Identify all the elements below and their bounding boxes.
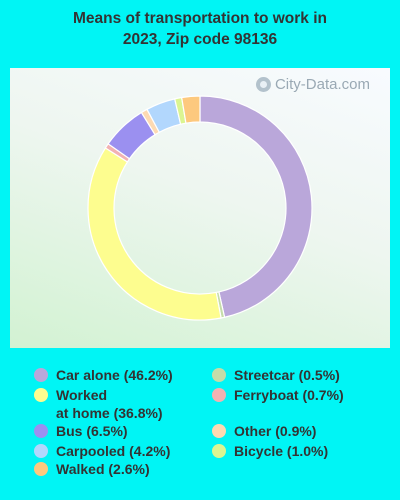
chart-title-line-1: Means of transportation to work in bbox=[72, 10, 328, 27]
slice-car-alone bbox=[199, 95, 313, 318]
legend-swatch bbox=[212, 368, 226, 382]
legend-label: Streetcar (0.5%) bbox=[234, 367, 340, 383]
legend-label: Other (0.9%) bbox=[234, 423, 317, 439]
donut-chart bbox=[87, 95, 313, 321]
legend-swatch bbox=[34, 444, 48, 458]
legend-item-bicycle: Bicycle (1.0%) bbox=[212, 442, 328, 460]
legend-label: Carpooled (4.2%) bbox=[56, 443, 171, 459]
chart-title-line-2: 2023, Zip code 98136 bbox=[122, 31, 278, 48]
legend-item-other: Other (0.9%) bbox=[212, 422, 316, 440]
watermark-text: City-Data.com bbox=[274, 76, 370, 93]
legend-swatch bbox=[34, 462, 48, 476]
legend-swatch bbox=[212, 444, 226, 458]
legend-item-worked-at-home: Worked at home (36.8%) bbox=[34, 386, 163, 422]
legend-item-car-alone: Car alone (46.2%) bbox=[34, 366, 173, 384]
slice-worked-at-home bbox=[87, 147, 222, 321]
chart-title: Means of transportation to work in 2023,… bbox=[0, 8, 400, 50]
legend-label: Car alone (46.2%) bbox=[56, 367, 173, 383]
legend-item-streetcar: Streetcar (0.5%) bbox=[212, 366, 340, 384]
legend-swatch bbox=[34, 368, 48, 382]
legend-item-walked: Walked (2.6%) bbox=[34, 460, 150, 478]
legend-item-ferryboat: Ferryboat (0.7%) bbox=[212, 386, 344, 404]
plot-area: City-Data.com bbox=[10, 68, 390, 348]
legend-item-carpooled: Carpooled (4.2%) bbox=[34, 442, 170, 460]
legend-swatch bbox=[34, 388, 48, 402]
legend-label: Ferryboat (0.7%) bbox=[234, 387, 344, 403]
legend-swatch bbox=[212, 424, 226, 438]
legend-label: Walked (2.6%) bbox=[56, 461, 150, 477]
legend-label: Bus (6.5%) bbox=[56, 423, 128, 439]
city-data-logo-icon bbox=[255, 77, 271, 92]
legend-swatch bbox=[34, 424, 48, 438]
legend-item-bus: Bus (6.5%) bbox=[34, 422, 128, 440]
watermark: City-Data.com bbox=[255, 76, 370, 93]
slice-walked bbox=[180, 95, 201, 124]
legend-label: Worked at home (36.8%) bbox=[56, 387, 163, 421]
legend-swatch bbox=[212, 388, 226, 402]
legend-label: Bicycle (1.0%) bbox=[234, 443, 329, 459]
